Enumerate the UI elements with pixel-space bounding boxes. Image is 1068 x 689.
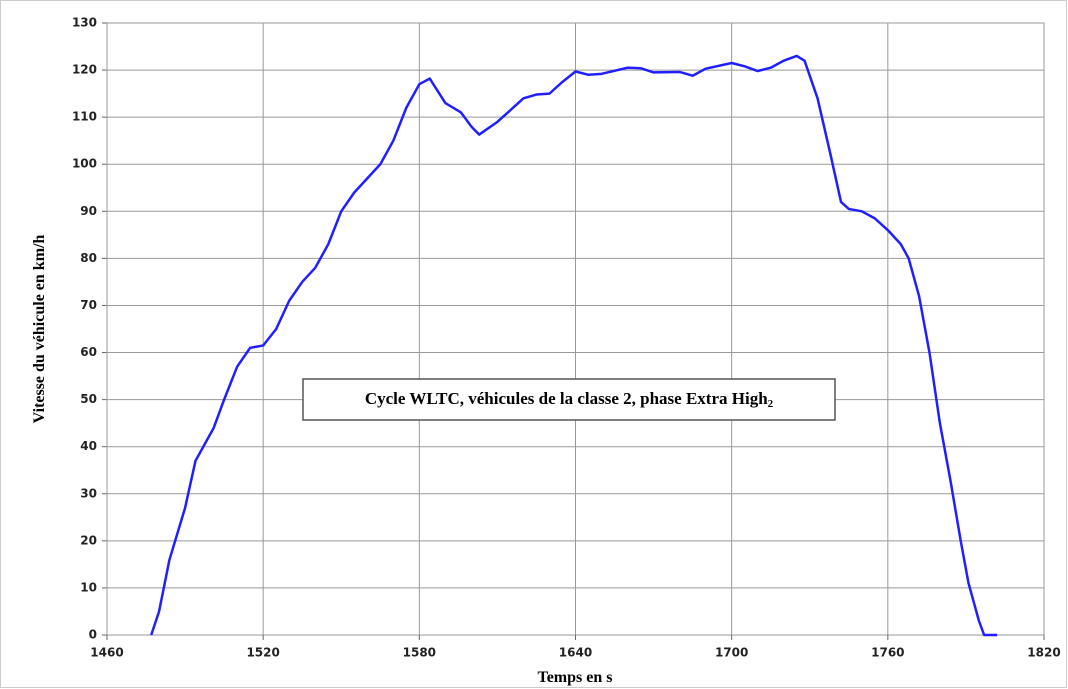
y-tick-label: 10 bbox=[80, 580, 97, 594]
y-axis-label: Vitesse du véhicule en km/h bbox=[31, 235, 48, 424]
x-axis-label: Temps en s bbox=[538, 669, 613, 686]
x-tick-label: 1460 bbox=[90, 646, 123, 660]
y-tick-label: 110 bbox=[72, 110, 97, 124]
y-tick-label: 100 bbox=[72, 157, 97, 171]
y-tick-label: 130 bbox=[72, 16, 97, 30]
y-tick-label: 120 bbox=[72, 63, 97, 77]
y-tick-label: 20 bbox=[80, 533, 97, 547]
x-tick-label: 1820 bbox=[1027, 646, 1060, 660]
y-tick-label: 30 bbox=[80, 486, 97, 500]
x-tick-label: 1580 bbox=[403, 646, 436, 660]
y-tick-label: 0 bbox=[89, 628, 97, 642]
y-tick-label: 90 bbox=[80, 204, 97, 218]
x-tick-label: 1640 bbox=[559, 646, 592, 660]
annotation-box bbox=[302, 378, 836, 421]
annotation-text: Cycle WLTC, véhicules de la classe 2, ph… bbox=[365, 389, 768, 408]
annotation: Cycle WLTC, véhicules de la classe 2, ph… bbox=[365, 389, 774, 410]
x-tick-label: 1700 bbox=[715, 646, 748, 660]
line-series bbox=[150, 54, 998, 637]
marks bbox=[150, 54, 998, 637]
annotation-subscript: 2 bbox=[768, 398, 774, 410]
x-tick-label: 1520 bbox=[246, 646, 279, 660]
y-tick-label: 40 bbox=[80, 439, 97, 453]
y-tick-label: 60 bbox=[80, 345, 97, 359]
y-tick-label: 50 bbox=[80, 392, 97, 406]
grid: 0 10 20 30 40 50 60 70 80 90 100 110 120 130 1460 1520 1… bbox=[72, 16, 1061, 660]
y-tick-label: 70 bbox=[80, 298, 97, 312]
x-tick-label: 1760 bbox=[871, 646, 904, 660]
y-tick-label: 80 bbox=[80, 251, 97, 265]
